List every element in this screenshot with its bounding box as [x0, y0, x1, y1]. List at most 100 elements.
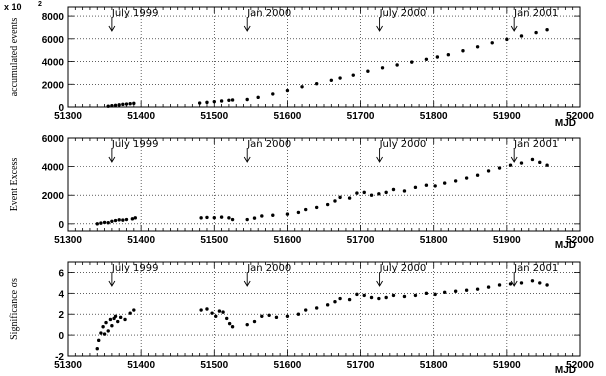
- data-point: [205, 100, 209, 105]
- data-point: [102, 220, 107, 225]
- x-tick-label: 51900: [493, 111, 521, 122]
- date-annotation: Jan 2000: [246, 8, 291, 19]
- data-point: [442, 290, 447, 294]
- data-point: [108, 317, 113, 322]
- data-point: [214, 314, 218, 319]
- data-point: [205, 215, 209, 220]
- data-point: [245, 217, 249, 222]
- data-point: [497, 283, 502, 287]
- data-point: [325, 202, 330, 207]
- date-annotation: July 1999: [111, 139, 159, 150]
- data-point: [530, 279, 535, 283]
- data-point: [410, 60, 414, 64]
- data-point: [464, 288, 469, 292]
- data-point: [113, 218, 118, 223]
- data-point: [199, 308, 203, 312]
- x-tick-label: 51300: [54, 360, 82, 371]
- x-tick-label: 51900: [493, 360, 521, 371]
- data-point: [545, 283, 549, 287]
- plot-frame: [67, 6, 581, 108]
- data-point: [227, 98, 231, 102]
- data-point: [252, 216, 257, 220]
- date-annotation: Jan 2000: [246, 263, 291, 274]
- data-point: [304, 308, 308, 312]
- data-point: [505, 37, 509, 42]
- x-axis-label: MJD: [555, 240, 576, 251]
- x-tick-label: 51700: [347, 235, 375, 246]
- x-tick-label: 51600: [274, 235, 302, 246]
- data-point: [260, 314, 264, 319]
- data-point: [314, 82, 319, 86]
- data-point: [338, 76, 342, 80]
- data-point: [117, 218, 121, 222]
- x-tick-label: 51700: [347, 360, 375, 371]
- data-point: [490, 41, 494, 45]
- data-point: [347, 297, 352, 302]
- data-point: [225, 316, 229, 321]
- data-point: [132, 308, 136, 312]
- y-tick-label: 4000: [42, 58, 65, 69]
- y-tick-label: 6000: [42, 35, 65, 46]
- data-point: [110, 219, 114, 223]
- data-point: [285, 314, 290, 319]
- data-point: [245, 322, 249, 327]
- data-point: [256, 95, 260, 100]
- y-tick-label: 2: [58, 310, 64, 321]
- data-point: [486, 285, 491, 289]
- data-point: [99, 221, 103, 225]
- y-tick-label: -2: [55, 352, 64, 363]
- data-point: [475, 45, 480, 49]
- data-point: [519, 34, 524, 38]
- data-point: [384, 295, 388, 300]
- data-point: [413, 185, 418, 190]
- data-point: [110, 324, 114, 328]
- data-point: [435, 55, 440, 59]
- data-point: [325, 303, 330, 307]
- data-point: [99, 331, 103, 335]
- data-point: [106, 104, 110, 108]
- data-point: [132, 101, 136, 106]
- date-annotation: Jan 2001: [513, 263, 558, 274]
- data-point: [123, 317, 127, 322]
- y-tick-label: 6: [58, 268, 64, 279]
- data-point: [333, 199, 337, 203]
- data-point: [116, 319, 120, 324]
- data-point: [369, 193, 374, 197]
- data-point: [338, 296, 342, 301]
- date-arrow-head: [108, 25, 116, 32]
- data-point: [355, 191, 359, 195]
- data-point: [133, 216, 137, 220]
- data-point: [395, 63, 399, 67]
- data-point: [106, 329, 110, 333]
- data-point: [104, 320, 108, 325]
- x-tick-label: 51500: [200, 235, 228, 246]
- data-point: [453, 289, 458, 293]
- data-point: [300, 85, 304, 89]
- data-point: [113, 314, 118, 319]
- y-multiplier-exponent: 2: [38, 1, 42, 8]
- x-tick-label: 52000: [566, 235, 594, 246]
- data-point: [534, 30, 538, 35]
- data-point: [101, 325, 105, 329]
- date-arrow-head: [108, 280, 116, 287]
- data-point: [402, 294, 407, 299]
- data-point: [519, 281, 524, 285]
- data-point: [210, 311, 214, 315]
- x-tick-label: 51300: [54, 235, 82, 246]
- data-point: [433, 292, 437, 297]
- data-point: [227, 321, 232, 326]
- data-point: [508, 163, 513, 167]
- data-point: [362, 190, 366, 195]
- data-point: [486, 169, 491, 173]
- data-point: [121, 102, 125, 107]
- plot-frame: [67, 137, 581, 232]
- date-annotation: July 1999: [111, 8, 159, 19]
- date-arrow-head: [510, 156, 518, 163]
- y-tick-label: 2000: [42, 80, 65, 91]
- data-point: [128, 311, 132, 315]
- data-point: [271, 213, 275, 217]
- date-arrow-head: [243, 25, 251, 32]
- data-point: [285, 212, 290, 216]
- data-point: [97, 338, 101, 343]
- data-point: [377, 192, 381, 196]
